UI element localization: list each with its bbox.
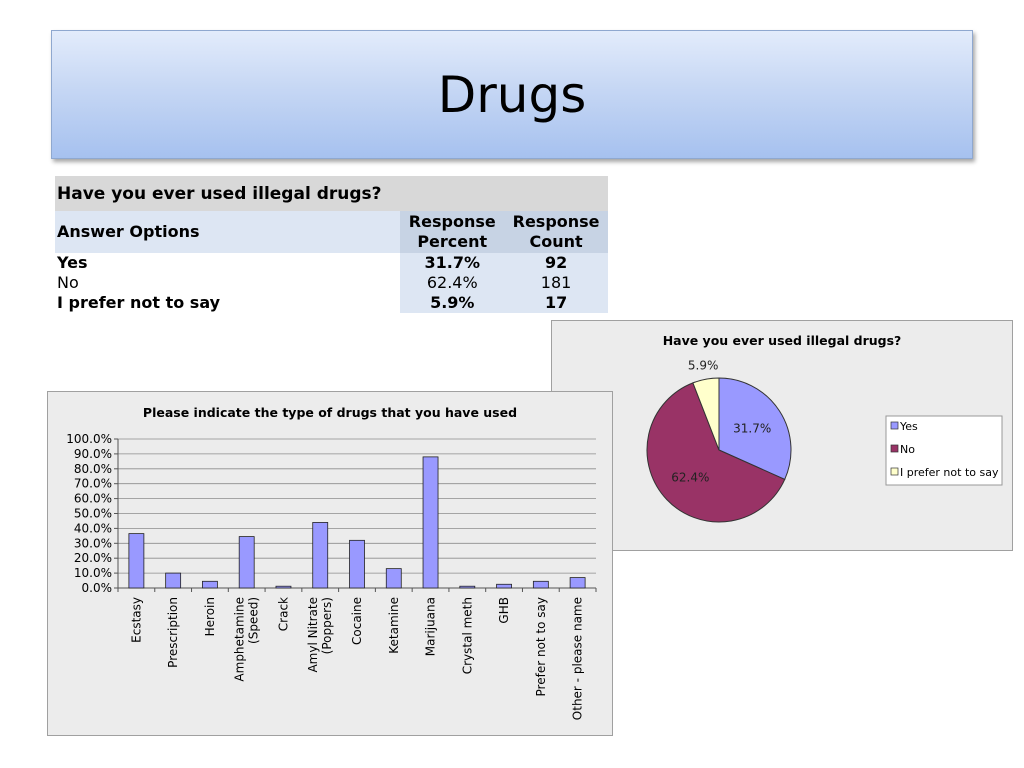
table-row: I prefer not to say 5.9% 17 xyxy=(55,293,608,313)
y-tick-label: 70.0% xyxy=(74,477,112,491)
row-option: Yes xyxy=(55,253,401,273)
legend-label: Yes xyxy=(899,420,918,433)
pie-chart-title: Have you ever used illegal drugs? xyxy=(663,333,902,348)
bar-13 xyxy=(569,577,586,589)
row-count: 17 xyxy=(504,293,608,313)
bar-11 xyxy=(496,583,512,589)
bar-10 xyxy=(459,585,476,589)
table-row: Yes 31.7% 92 xyxy=(55,253,608,273)
table-question: Have you ever used illegal drugs? xyxy=(55,176,608,211)
table-header-row: Answer Options Response Percent Response… xyxy=(55,211,608,253)
row-percent: 62.4% xyxy=(400,273,505,293)
x-tick-label: Crack xyxy=(276,597,290,631)
response-table: Have you ever used illegal drugs? Answer… xyxy=(55,176,608,313)
legend-label: I prefer not to say xyxy=(900,466,999,479)
bar-4 xyxy=(238,536,255,589)
bar-6 xyxy=(312,522,329,589)
header-percent-line-1: Response xyxy=(408,212,496,231)
legend-swatch xyxy=(890,421,899,430)
legend-label: No xyxy=(900,443,915,456)
slide-title: Drugs xyxy=(437,65,587,124)
x-tick-label: Crystal meth xyxy=(460,597,474,674)
bar-5 xyxy=(275,585,292,589)
y-tick-label: 90.0% xyxy=(74,447,112,461)
x-tick-label: Prefer not to say xyxy=(534,597,548,696)
x-tick-label: Ketamine xyxy=(387,597,401,654)
bar-8 xyxy=(385,568,402,589)
pie-slice-2 xyxy=(646,382,786,523)
pie-chart: Have you ever used illegal drugs? 31.7% 6… xyxy=(646,333,1003,523)
y-tick-label: 30.0% xyxy=(74,536,112,550)
x-tick-label: Amphetamine(Speed) xyxy=(233,597,261,682)
y-tick-label: 10.0% xyxy=(74,566,112,580)
bar-chart: Please indicate the type of drugs that y… xyxy=(66,405,597,720)
legend-swatch xyxy=(890,444,899,453)
pie-data-label: 31.7% xyxy=(733,421,771,435)
row-percent: 5.9% xyxy=(400,293,505,313)
y-tick-label: 20.0% xyxy=(74,551,112,565)
row-option: I prefer not to say xyxy=(55,293,401,313)
row-percent: 31.7% xyxy=(400,253,505,273)
x-tick-label: Cocaine xyxy=(350,597,364,645)
y-tick-label: 100.0% xyxy=(66,432,112,446)
x-tick-label: Marijuana xyxy=(424,597,438,656)
row-count: 181 xyxy=(504,273,608,293)
x-tick-label: GHB xyxy=(497,597,511,624)
header-percent-line-2: Percent xyxy=(417,232,488,251)
bar-chart-panel: Please indicate the type of drugs that y… xyxy=(47,391,613,736)
pie-chart-panel: Have you ever used illegal drugs? 31.7% 6… xyxy=(551,320,1013,551)
bar-3 xyxy=(202,580,218,589)
x-tick-label: Ecstasy xyxy=(129,597,143,643)
x-tick-label: Heroin xyxy=(203,597,217,636)
bar-1 xyxy=(128,533,145,589)
y-tick-label: 0.0% xyxy=(82,581,113,595)
pie-legend: Yes No I prefer not to say xyxy=(885,415,1003,486)
legend-swatch xyxy=(890,467,899,476)
y-tick-label: 50.0% xyxy=(74,507,112,521)
legend-box xyxy=(885,415,1003,486)
row-count: 92 xyxy=(504,253,608,273)
row-option: No xyxy=(55,273,401,293)
pie-data-label: 62.4% xyxy=(671,470,709,484)
y-tick-label: 60.0% xyxy=(74,492,112,506)
bar-chart-title: Please indicate the type of drugs that y… xyxy=(143,405,517,420)
bar-2 xyxy=(165,572,182,589)
slide-title-banner: Drugs xyxy=(51,30,973,159)
y-tick-label: 80.0% xyxy=(74,462,112,476)
header-response-count: Response Count xyxy=(504,211,608,253)
table-row: No 62.4% 181 xyxy=(55,273,608,293)
y-tick-label: 40.0% xyxy=(74,521,112,535)
bar-9 xyxy=(422,456,439,589)
x-tick-label: Prescription xyxy=(166,597,180,668)
header-response-percent: Response Percent xyxy=(400,211,505,253)
x-tick-label: Amyl Nitrate(Poppers) xyxy=(306,597,334,673)
x-tick-label: Other - please name xyxy=(571,597,585,720)
header-answer-options: Answer Options xyxy=(55,211,401,253)
bar-7 xyxy=(349,539,365,589)
pie-data-label: 5.9% xyxy=(688,358,719,372)
header-count-line-1: Response xyxy=(512,212,600,231)
pie-slice-3 xyxy=(692,377,720,451)
table-question-row: Have you ever used illegal drugs? xyxy=(55,176,608,211)
pie-slice-1 xyxy=(718,377,792,481)
header-count-line-2: Count xyxy=(529,232,583,251)
bar-12 xyxy=(532,580,549,589)
